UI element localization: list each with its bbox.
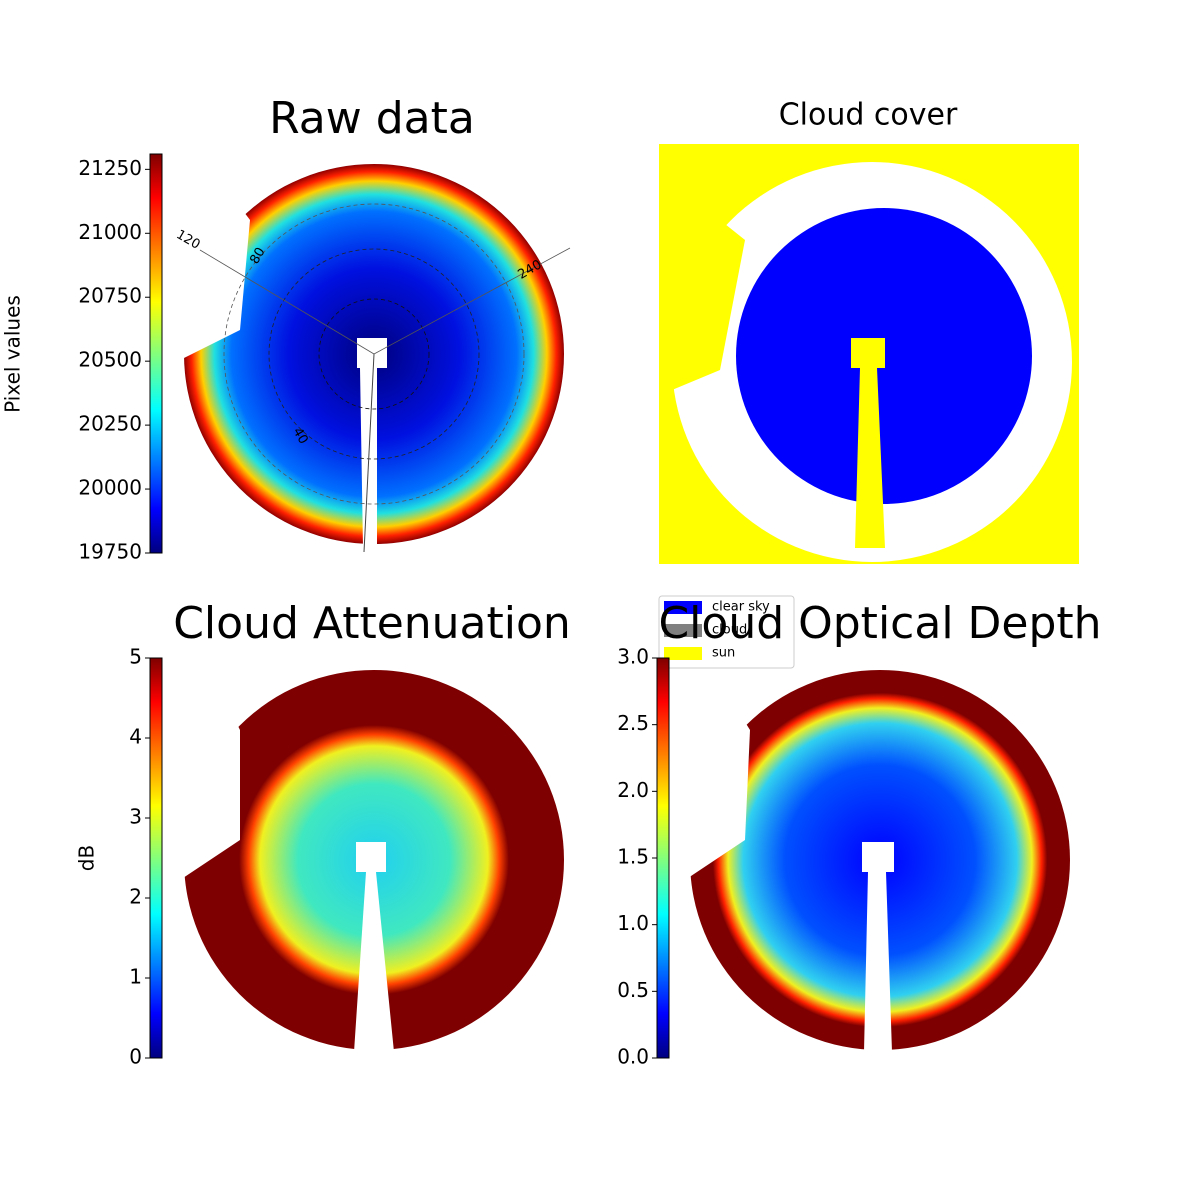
panel-title: Cloud Attenuation [173, 598, 571, 649]
tick-label: 3.0 [617, 645, 649, 669]
legend-label: sun [712, 646, 735, 661]
legend-swatch [664, 624, 702, 637]
legend-label: cloud [712, 623, 747, 638]
optical-depth-image [655, 670, 1070, 1052]
tick-label: 1.0 [617, 911, 649, 935]
colorbar-label: dB [75, 845, 99, 871]
annotation: 80 [247, 245, 268, 267]
tick-label: 1.5 [617, 845, 649, 869]
tick-label: 2 [129, 885, 142, 909]
tick-label: 1 [129, 965, 142, 989]
panel-title: Cloud Optical Depth [658, 598, 1101, 649]
tick-label: 20000 [78, 476, 142, 500]
tick-label: 2.5 [617, 711, 649, 735]
tick-label: 0 [129, 1045, 142, 1069]
tick-label: 4 [129, 725, 142, 749]
tick-label: 0.0 [617, 1045, 649, 1069]
panel-title: Raw data [269, 93, 475, 144]
tick-label: 5 [129, 645, 142, 669]
colorbar [656, 657, 670, 1059]
tick-label: 20750 [78, 284, 142, 308]
tick-label: 20500 [78, 348, 142, 372]
tick-label: 21000 [78, 220, 142, 244]
attenuation-image [150, 670, 564, 1052]
colorbar [149, 153, 163, 554]
legend-swatch [664, 601, 702, 614]
sky-image [150, 164, 571, 553]
tick-label: 0.5 [617, 978, 649, 1002]
tick-label: 21250 [78, 156, 142, 180]
cloud-mask [659, 144, 1079, 564]
panel-title: Cloud cover [779, 98, 958, 133]
legend-label: clear sky [712, 600, 770, 615]
tick-label: 20250 [78, 412, 142, 436]
tick-label: 3 [129, 805, 142, 829]
tick-label: 19750 [78, 540, 142, 564]
annotation: 40 [289, 425, 310, 447]
tick-label: 2.0 [617, 778, 649, 802]
legend-swatch [664, 647, 702, 660]
colorbar [149, 657, 163, 1059]
legend: clear sky cloud sun [658, 595, 795, 669]
colorbar-label: Pixel values [1, 295, 25, 413]
